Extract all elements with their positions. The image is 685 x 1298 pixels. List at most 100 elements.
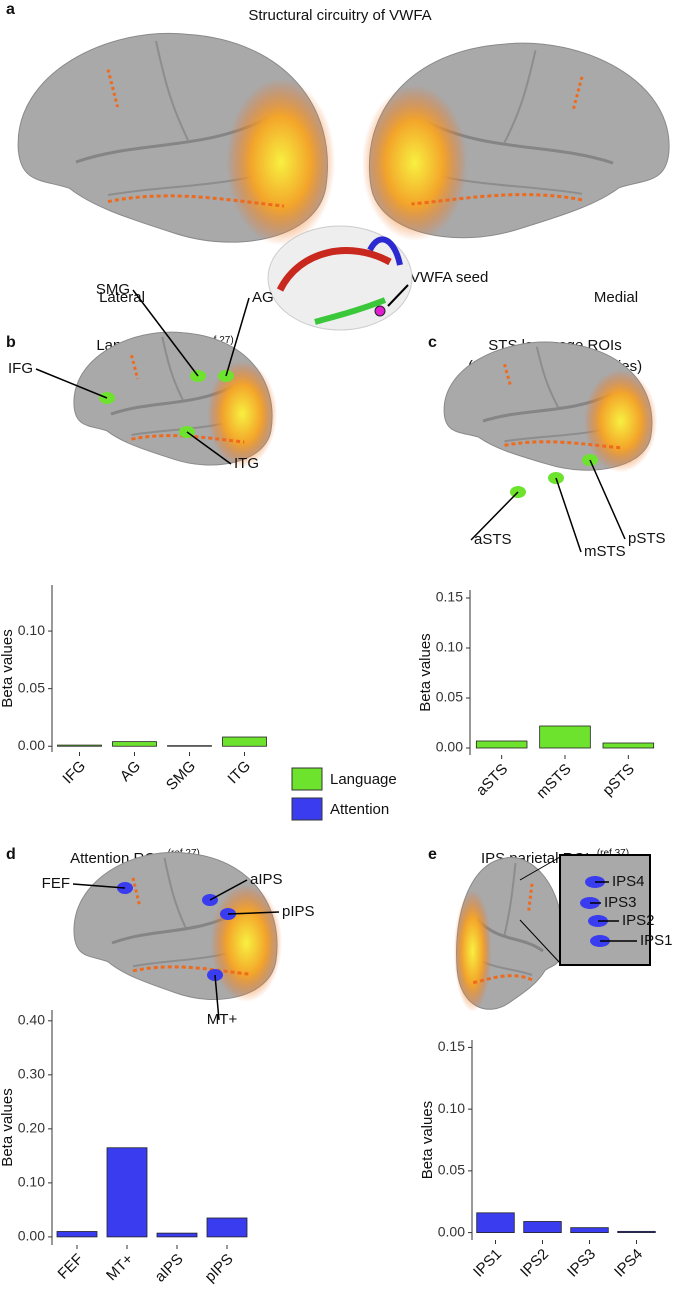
activation	[207, 360, 278, 468]
y-tick-label: 0.40	[18, 1012, 45, 1028]
roi-label: FEF	[42, 875, 70, 892]
view-label: Medial	[594, 289, 638, 306]
y-tick-label: 0.00	[436, 739, 463, 755]
roi-label: IPS2	[622, 912, 655, 929]
y-tick-label: 0.05	[438, 1162, 465, 1178]
bar	[602, 742, 655, 749]
roi-label: IFG	[8, 360, 33, 377]
y-tick-label: 0.15	[438, 1038, 465, 1054]
roi-label: IPS4	[612, 873, 645, 890]
activation	[503, 363, 513, 388]
tract	[314, 297, 387, 325]
x-tick-label: IPS1	[470, 1246, 505, 1281]
leader	[209, 879, 248, 901]
roi-label: ITG	[234, 455, 259, 472]
leader	[470, 491, 519, 541]
bar	[617, 1230, 656, 1233]
roi-label: pIPS	[282, 903, 315, 920]
panel-letter: c	[428, 334, 437, 351]
activation	[504, 440, 623, 450]
leader	[225, 297, 250, 377]
x-tick-label: IFG	[59, 758, 89, 788]
y-tick-label: 0.30	[18, 1066, 45, 1082]
seed	[374, 305, 386, 317]
sulcus	[163, 857, 187, 928]
panel-letter: e	[428, 846, 437, 863]
sulcus	[503, 862, 517, 936]
sulcus	[535, 346, 560, 408]
y-tick-label: 0.00	[18, 737, 45, 753]
x-tick-label: mSTS	[533, 761, 574, 802]
legend-swatch	[291, 767, 323, 791]
x-tick-label: SMG	[163, 758, 199, 794]
leader	[555, 477, 582, 553]
y-axis-label: Beta values	[0, 1088, 16, 1166]
activation	[226, 78, 336, 246]
bar	[523, 1221, 562, 1233]
y-tick-label: 0.00	[438, 1223, 465, 1239]
activation	[107, 194, 285, 208]
legend-label: Attention	[330, 801, 389, 818]
bar	[56, 1231, 98, 1238]
y-axis-label: Beta values	[417, 633, 434, 711]
y-axis-label: Beta values	[419, 1101, 436, 1179]
roi-label: pSTS	[628, 530, 666, 547]
leader	[186, 431, 232, 465]
y-tick-label: 0.10	[18, 622, 45, 638]
sulcus	[161, 336, 184, 401]
bar	[112, 741, 157, 747]
leader	[214, 974, 220, 1021]
y-tick-label: 0.15	[436, 589, 463, 605]
activation	[131, 877, 141, 905]
leader	[132, 289, 199, 377]
activation	[571, 76, 584, 113]
activation	[361, 85, 468, 241]
bar	[156, 1232, 198, 1238]
x-tick-label: MT+	[103, 1250, 137, 1284]
activation	[471, 974, 533, 985]
arrow	[387, 284, 409, 307]
y-tick-label: 0.10	[436, 639, 463, 655]
panel-letter: a	[6, 1, 15, 18]
activation	[210, 884, 283, 1002]
activation	[453, 890, 492, 1012]
bar	[539, 725, 591, 749]
sulcus	[503, 50, 537, 143]
bar	[206, 1217, 248, 1238]
roi-label: IPS3	[604, 894, 637, 911]
inset	[559, 854, 651, 966]
roi-label: AG	[252, 289, 274, 306]
tract	[276, 247, 392, 292]
bar	[222, 736, 267, 747]
x-tick-label: aSTS	[473, 761, 512, 800]
panel-letter: b	[6, 334, 16, 351]
roi-label: SMG	[96, 281, 130, 298]
legend-swatch	[291, 797, 323, 821]
leader	[589, 459, 626, 540]
leader	[35, 368, 108, 399]
activation	[106, 69, 120, 108]
bar	[167, 745, 212, 747]
x-tick-label: IPS3	[564, 1246, 599, 1281]
x-tick-label: AG	[117, 758, 144, 785]
y-tick-label: 0.00	[18, 1228, 45, 1244]
y-tick-label: 0.10	[18, 1174, 45, 1190]
title-ref: (ref.37)	[597, 848, 629, 859]
inset-line	[519, 856, 561, 881]
figure-title: Structural circuitry of VWFA	[248, 7, 431, 24]
roi-label: aSTS	[474, 531, 512, 548]
bar	[106, 1147, 148, 1238]
activation	[130, 354, 140, 380]
inset-line	[519, 919, 561, 964]
panel-letter: d	[6, 846, 16, 863]
x-tick-label: pSTS	[599, 761, 638, 800]
bar	[570, 1227, 609, 1233]
bar	[475, 740, 528, 749]
y-tick-label: 0.05	[436, 689, 463, 705]
y-tick-label: 0.20	[18, 1120, 45, 1136]
x-tick-label: ITG	[224, 758, 254, 788]
seed-label: VWFA seed	[410, 269, 488, 286]
bar	[476, 1212, 515, 1233]
leader	[72, 883, 126, 889]
